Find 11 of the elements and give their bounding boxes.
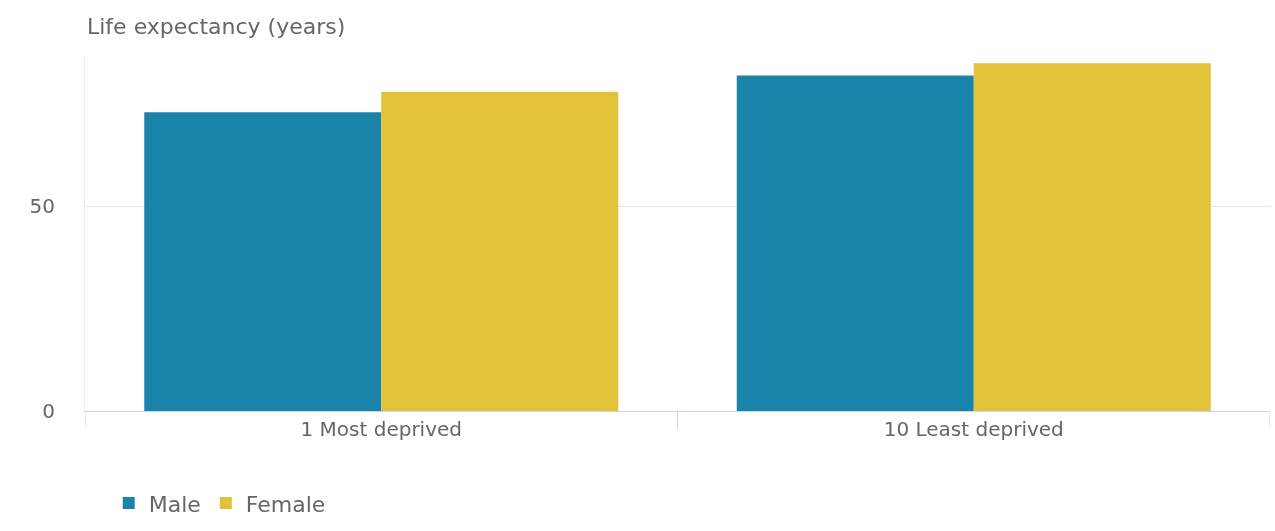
y-tick-label: 0 [42, 399, 55, 423]
x-tick-label: 10 Least deprived [883, 417, 1064, 441]
bar [381, 91, 619, 411]
x-tick-label: 1 Most deprived [300, 417, 463, 441]
y-tick-label: 50 [29, 194, 55, 219]
text: Life expectancy (years) [87, 14, 346, 39]
bar [736, 75, 974, 411]
bar [144, 112, 382, 411]
legend-label: Male [148, 491, 201, 517]
legend-label: Female [245, 491, 326, 517]
bar [973, 63, 1211, 411]
